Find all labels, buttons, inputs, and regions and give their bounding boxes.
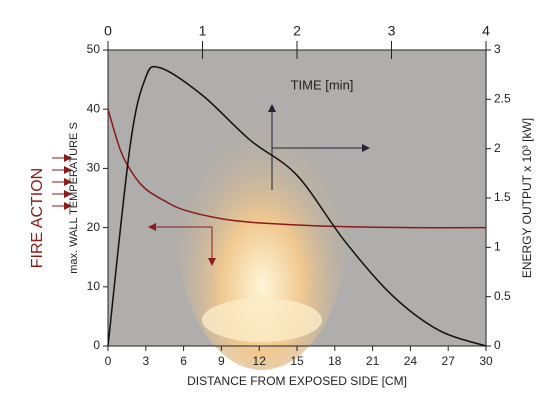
y-tick-label: 0 xyxy=(93,338,100,352)
y2-tick-label: 0.5 xyxy=(494,289,511,303)
y-tick-label: 40 xyxy=(87,101,101,115)
y-tick-label: 20 xyxy=(87,220,101,234)
y2-tick-label: 0 xyxy=(494,338,501,352)
x-tick-label: 24 xyxy=(404,354,418,368)
x-tick-label: 27 xyxy=(442,354,456,368)
x2-axis-title: TIME [min] xyxy=(291,77,354,92)
x2-tick-label: 1 xyxy=(199,23,207,39)
x-tick-label: 3 xyxy=(142,354,149,368)
y2-axis-title: ENERGY OUTPUT x 10³ [kW] xyxy=(520,118,534,278)
y2-tick-label: 2.5 xyxy=(494,92,511,106)
x-tick-label: 0 xyxy=(105,354,112,368)
series-line xyxy=(107,108,487,229)
fire-action-label: FIRE ACTION xyxy=(29,168,46,268)
flame-base xyxy=(202,298,322,342)
x2-tick-label: 4 xyxy=(482,23,490,39)
x-tick-label: 15 xyxy=(290,354,304,368)
x2-tick-label: 0 xyxy=(104,23,112,39)
x-tick-label: 6 xyxy=(180,354,187,368)
x2-tick-label: 2 xyxy=(293,23,301,39)
y-axis-title: max. WALL TEMPERATURE S xyxy=(68,122,80,274)
y-tick-label: 30 xyxy=(87,161,101,175)
y-tick-label: 50 xyxy=(87,42,101,56)
y2-tick-label: 1 xyxy=(494,240,501,254)
y2-tick-label: 2 xyxy=(494,141,501,155)
x-tick-label: 30 xyxy=(479,354,493,368)
flame-image xyxy=(177,90,347,370)
x-axis-title: DISTANCE FROM EXPOSED SIDE [CM] xyxy=(187,374,407,388)
y2-tick-label: 3 xyxy=(494,42,501,56)
y-tick-label: 10 xyxy=(87,279,101,293)
x-tick-label: 18 xyxy=(328,354,342,368)
y2-tick-label: 1.5 xyxy=(494,190,511,204)
series-line xyxy=(107,65,487,347)
x2-tick-label: 3 xyxy=(388,23,396,39)
x-tick-label: 9 xyxy=(218,354,225,368)
x-tick-label: 12 xyxy=(253,354,267,368)
fire-arrows xyxy=(52,154,72,210)
x-tick-label: 21 xyxy=(366,354,380,368)
